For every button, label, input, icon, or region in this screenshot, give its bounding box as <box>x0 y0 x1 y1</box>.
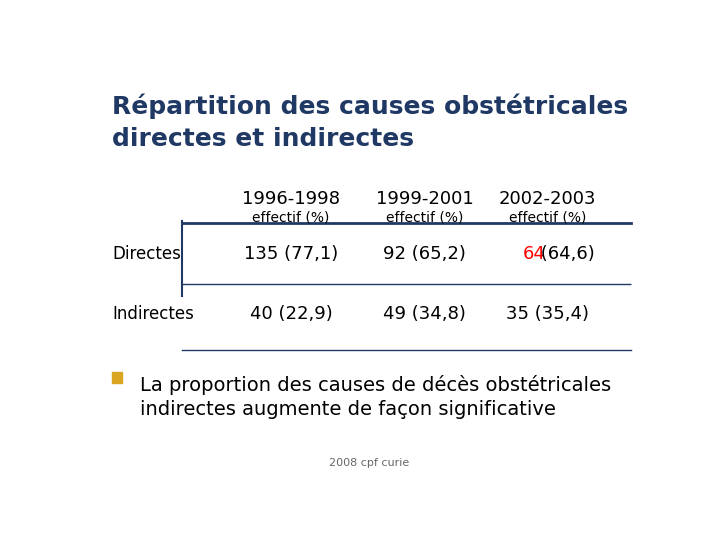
Text: 1996-1998: 1996-1998 <box>242 190 340 207</box>
Text: (64,6): (64,6) <box>535 245 595 263</box>
Text: 40 (22,9): 40 (22,9) <box>250 305 332 323</box>
Text: 92 (65,2): 92 (65,2) <box>383 245 467 263</box>
Text: indirectes augmente de façon significative: indirectes augmente de façon significati… <box>140 400 556 419</box>
Text: 135 (77,1): 135 (77,1) <box>244 245 338 263</box>
Text: 64: 64 <box>523 245 545 263</box>
Text: 1999-2001: 1999-2001 <box>376 190 474 207</box>
Text: effectif (%): effectif (%) <box>509 210 586 224</box>
Text: directes et indirectes: directes et indirectes <box>112 127 414 151</box>
Text: 49 (34,8): 49 (34,8) <box>383 305 467 323</box>
Text: 35 (35,4): 35 (35,4) <box>506 305 589 323</box>
Text: Indirectes: Indirectes <box>112 305 194 323</box>
Text: effectif (%): effectif (%) <box>386 210 464 224</box>
Text: Directes: Directes <box>112 245 181 263</box>
FancyBboxPatch shape <box>112 373 122 383</box>
Text: 2008 cpf curie: 2008 cpf curie <box>329 458 409 468</box>
Text: 2002-2003: 2002-2003 <box>499 190 596 207</box>
Text: Répartition des causes obstétricales: Répartition des causes obstétricales <box>112 94 629 119</box>
Text: La proportion des causes de décès obstétricales: La proportion des causes de décès obstét… <box>140 375 611 395</box>
Text: effectif (%): effectif (%) <box>252 210 330 224</box>
